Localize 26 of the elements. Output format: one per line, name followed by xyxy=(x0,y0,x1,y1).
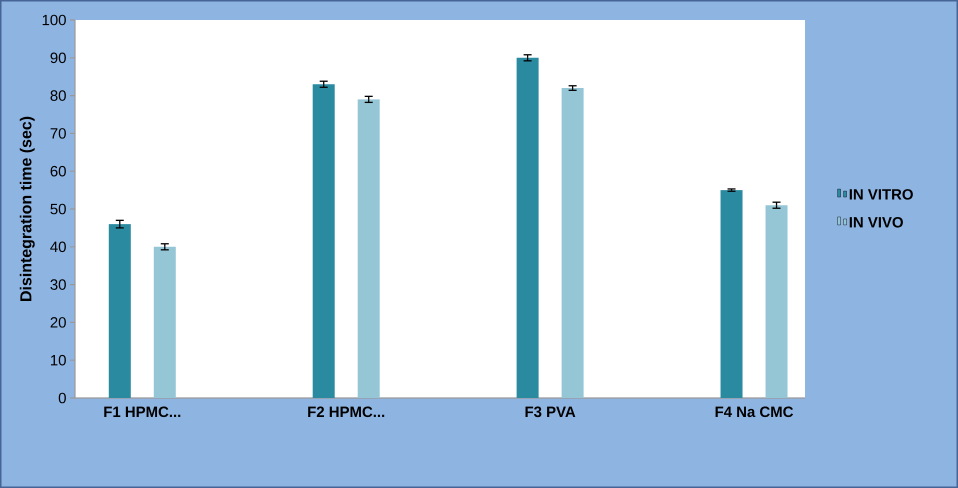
bar xyxy=(108,224,131,398)
x-tick-label: F1 HPMC... xyxy=(104,406,180,418)
bar xyxy=(312,84,335,398)
y-tick-label: 60 xyxy=(50,166,66,176)
bar xyxy=(562,88,584,398)
y-tick-label: 90 xyxy=(50,52,66,64)
y-axis-title: Disintegration time (sec) xyxy=(20,116,35,301)
x-tick-label: F4 Na CMC xyxy=(716,406,794,418)
y-tick-label: 70 xyxy=(50,128,66,139)
bar xyxy=(154,246,176,398)
bar xyxy=(516,58,539,398)
y-tick-label: 50 xyxy=(50,204,66,214)
y-tick-label: 10 xyxy=(51,354,66,366)
y-tick-label: 20 xyxy=(50,317,66,328)
legend-label: IN VIVO xyxy=(850,216,903,228)
x-tick-label: F3 PVA xyxy=(526,406,576,418)
y-tick-label: 100 xyxy=(42,14,66,26)
bar xyxy=(358,99,380,398)
bar xyxy=(766,205,788,398)
x-tick-label: F2 HPMC... xyxy=(308,406,384,418)
y-tick-label: 40 xyxy=(50,242,66,252)
y-tick-label: 0 xyxy=(58,392,66,404)
y-tick-label: 30 xyxy=(50,279,66,290)
y-tick-label: 80 xyxy=(50,90,66,101)
legend-label: IN VITRO xyxy=(850,189,913,200)
bar xyxy=(720,190,743,398)
